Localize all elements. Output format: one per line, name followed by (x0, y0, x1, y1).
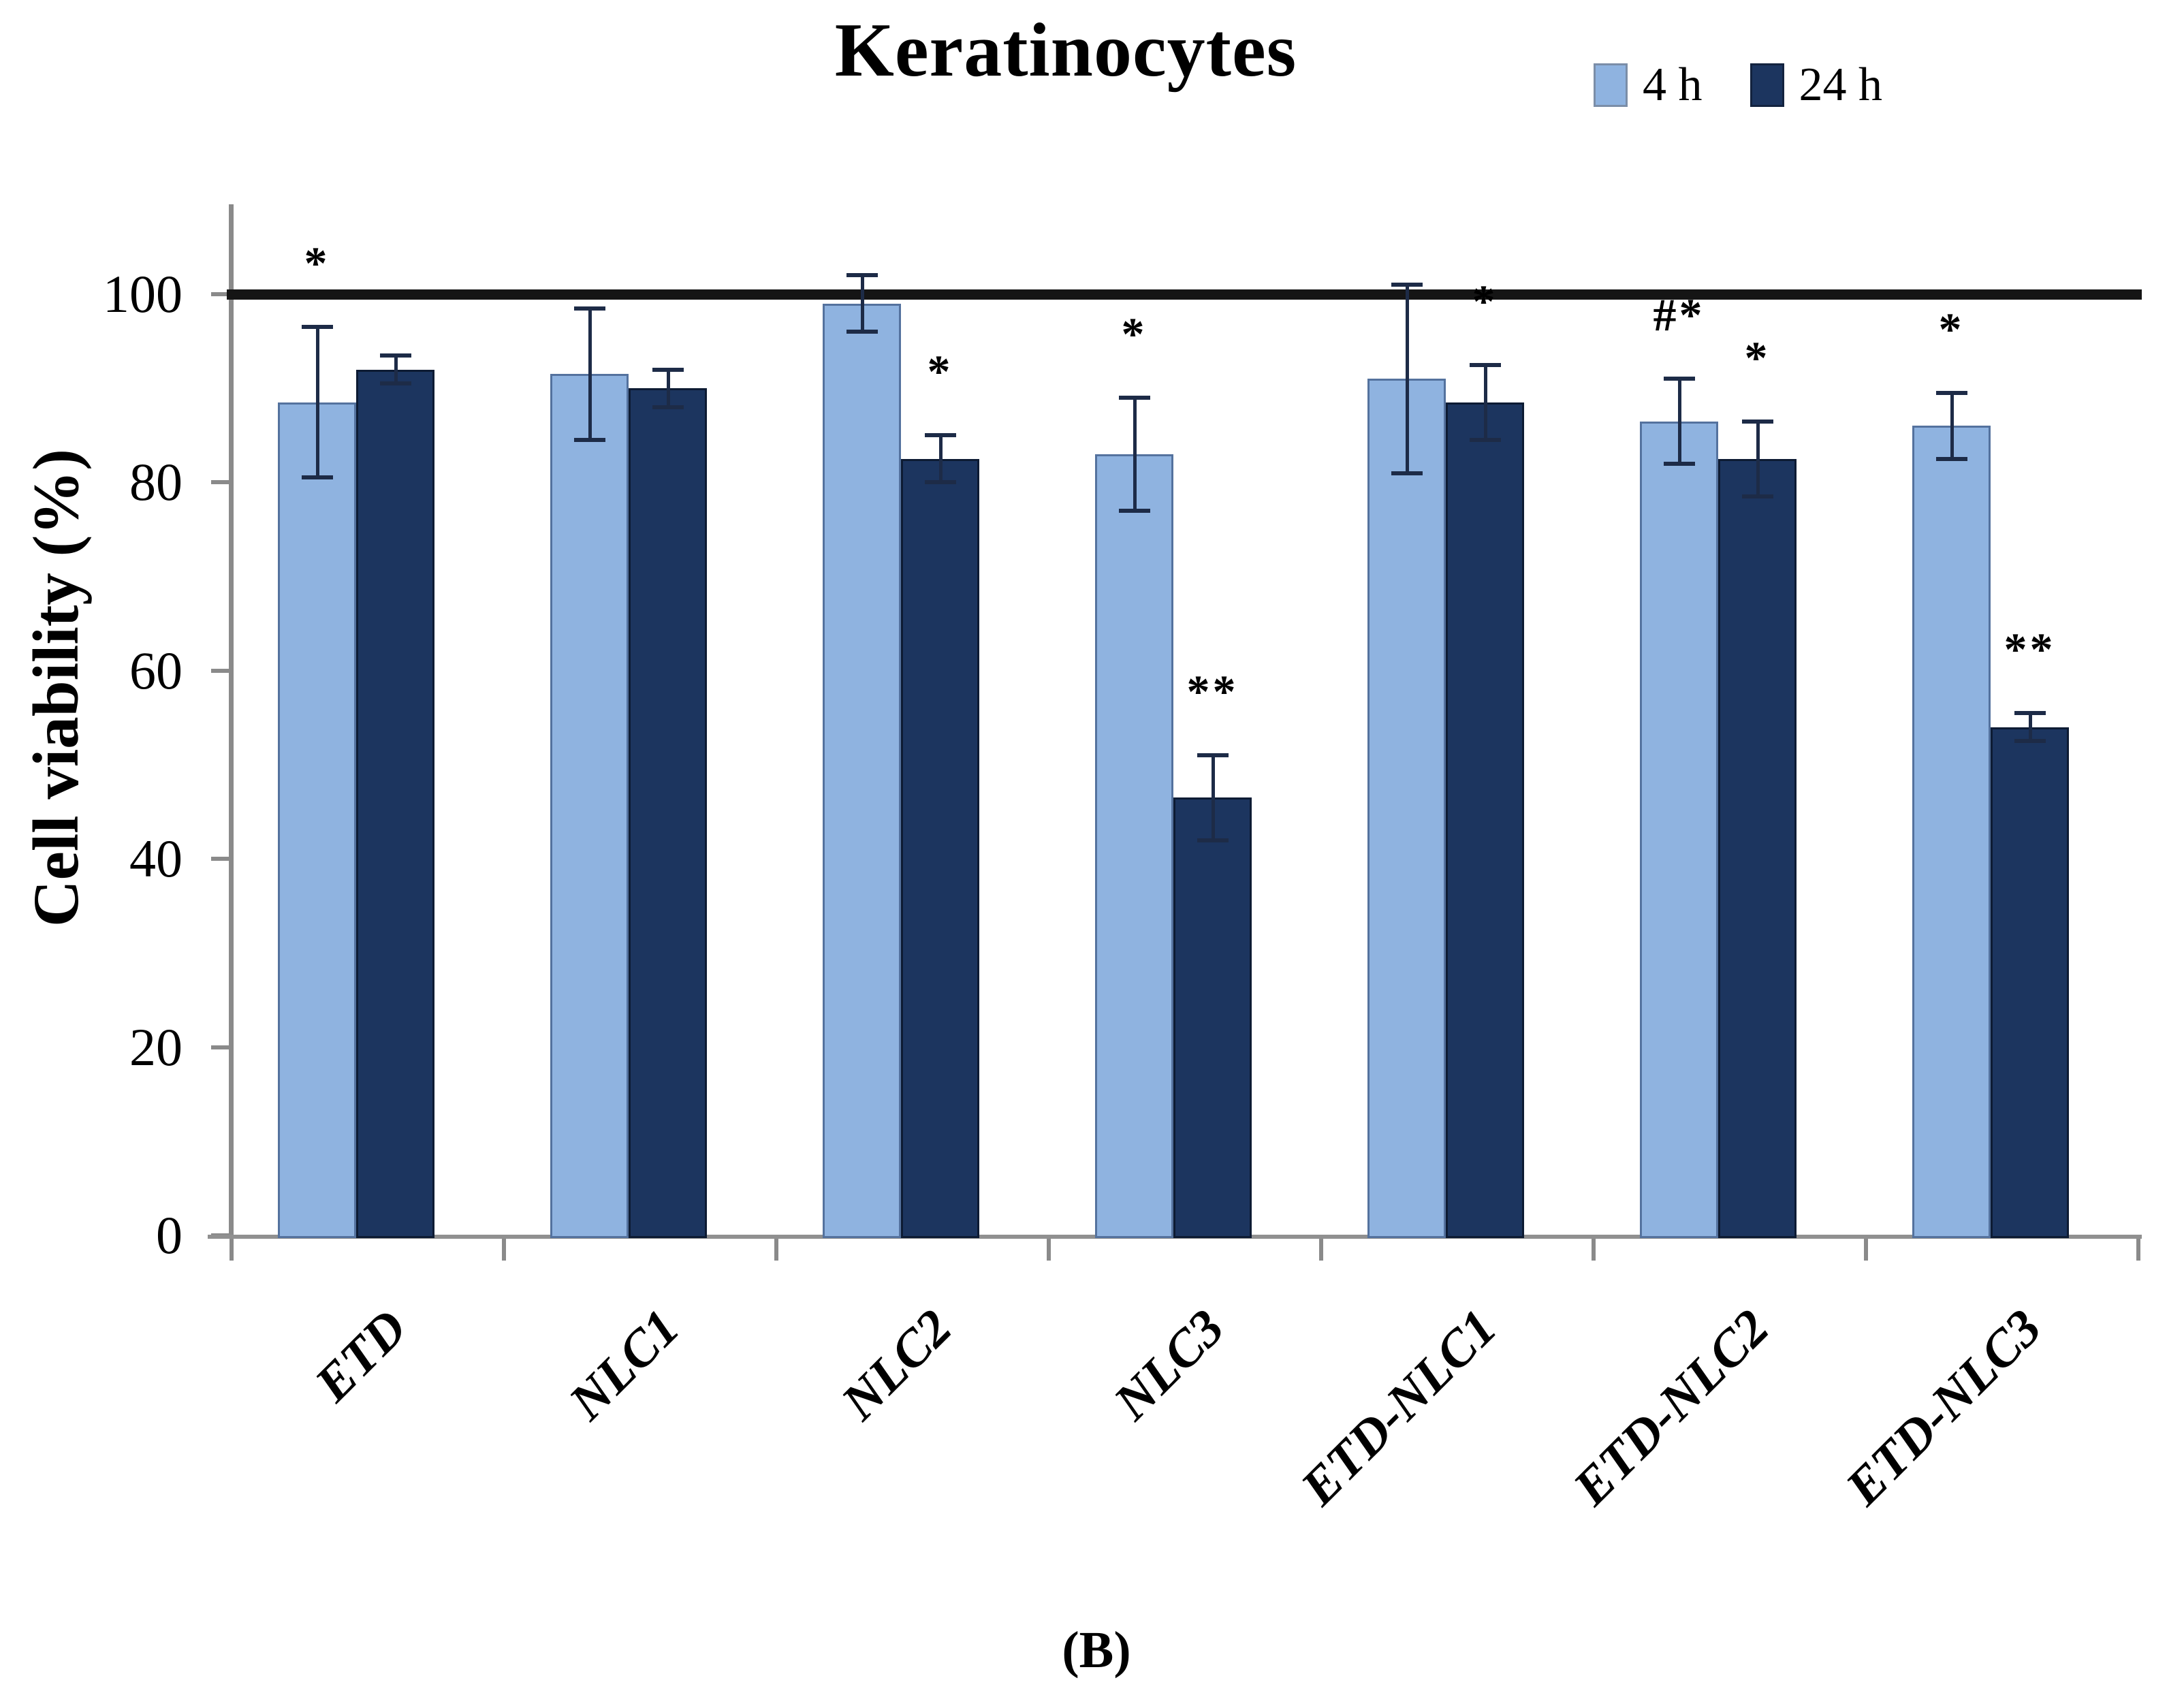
error-bar-NLC1-4h (588, 308, 592, 441)
x-tick-mark-4 (1319, 1239, 1323, 1261)
x-tick-mark-6 (1864, 1239, 1868, 1261)
legend-item-4h: 4 h (1594, 61, 1703, 109)
bar-NLC2-24h (901, 458, 979, 1238)
bar-NLC3-24h (1173, 797, 1252, 1238)
y-tick-label-20: 20 (129, 1017, 183, 1077)
error-cap-bottom (1197, 838, 1229, 842)
bar-ETD-24h (356, 369, 434, 1238)
error-cap-top (846, 273, 878, 278)
error-cap-top (1118, 396, 1150, 400)
panel-label: (B) (1062, 1622, 1131, 1679)
significance-NLC2-24h: * (927, 345, 953, 398)
error-cap-top (1197, 753, 1229, 758)
y-tick-label-40: 40 (129, 829, 183, 889)
error-bar-NLC2-4h (860, 275, 864, 332)
error-cap-top (379, 353, 411, 358)
bar-ETD-NLC3-24h (1991, 727, 2069, 1238)
significance-NLC3-24h: ** (1186, 665, 1239, 718)
legend-label-24h: 24 h (1799, 59, 1883, 111)
y-tick-mark-20 (211, 1045, 232, 1049)
error-bar-ETD-24h (394, 355, 398, 384)
error-bar-ETD-NLC3-24h (2028, 712, 2032, 742)
x-tick-mark-1 (502, 1239, 506, 1261)
y-tick-label-100: 100 (103, 264, 183, 323)
bar-NLC1-24h (629, 388, 707, 1238)
error-cap-bottom (652, 405, 684, 409)
significance-ETD-NLC3-4h: * (1938, 303, 1965, 355)
error-cap-bottom (301, 475, 333, 480)
y-tick-label-0: 0 (156, 1205, 183, 1265)
bar-ETD-NLC3-4h (1912, 426, 1991, 1238)
significance-ETD-NLC3-24h: ** (2004, 622, 2056, 675)
significance-ETD-NLC2-4h: #* (1653, 289, 1705, 341)
error-bar-ETD-NLC1-24h (1483, 364, 1487, 441)
y-tick-label-80: 80 (129, 452, 183, 512)
error-cap-bottom (379, 381, 411, 386)
error-cap-top (1741, 419, 1773, 424)
error-cap-bottom (1118, 508, 1150, 513)
error-bar-ETD-NLC2-4h (1677, 379, 1681, 464)
legend: 4 h 24 h (1594, 54, 1882, 116)
y-tick-mark-40 (211, 857, 232, 861)
bar-ETD-NLC1-4h (1367, 379, 1446, 1238)
bar-NLC3-4h (1095, 454, 1173, 1238)
bar-ETD-NLC1-24h (1446, 402, 1524, 1238)
bar-ETD-NLC2-24h (1718, 458, 1797, 1238)
legend-swatch-4h-icon (1594, 63, 1628, 107)
error-cap-bottom (1935, 456, 1967, 461)
bar-ETD-4h (278, 402, 356, 1238)
error-cap-top (652, 367, 684, 372)
significance-NLC3-4h: * (1121, 308, 1148, 360)
significance-ETD-NLC2-24h: * (1744, 331, 1771, 383)
error-bar-ETD-NLC3-4h (1950, 393, 1954, 459)
x-tick-mark-7 (2136, 1239, 2140, 1261)
error-bar-NLC2-24h (938, 435, 943, 483)
error-cap-bottom (1469, 438, 1501, 443)
error-cap-bottom (846, 330, 878, 334)
error-cap-bottom (1391, 471, 1423, 475)
error-cap-bottom (1663, 461, 1695, 466)
reference-line-100pct (227, 289, 2142, 300)
error-bar-NLC1-24h (666, 369, 670, 407)
error-cap-top (573, 306, 605, 311)
y-tick-mark-100 (211, 292, 232, 296)
error-cap-bottom (573, 438, 605, 443)
error-bar-ETD-NLC2-24h (1756, 421, 1760, 497)
x-tick-mark-2 (774, 1239, 778, 1261)
legend-item-24h: 24 h (1750, 59, 1883, 111)
legend-swatch-24h-icon (1750, 63, 1784, 107)
error-cap-top (924, 433, 956, 438)
bar-NLC2-4h (823, 303, 901, 1238)
error-bar-NLC3-24h (1211, 755, 1215, 840)
error-cap-top (1469, 362, 1501, 367)
x-tick-mark-3 (1047, 1239, 1051, 1261)
y-tick-mark-80 (211, 480, 232, 485)
y-tick-mark-60 (211, 668, 232, 673)
legend-label-4h: 4 h (1643, 59, 1703, 111)
chart-title: Keratinocytes (834, 8, 1297, 93)
error-bar-NLC3-4h (1133, 398, 1137, 511)
y-tick-label-60: 60 (129, 640, 183, 700)
error-cap-bottom (2014, 739, 2046, 744)
bar-ETD-NLC2-4h (1640, 421, 1718, 1238)
error-cap-bottom (924, 480, 956, 485)
x-tick-mark-0 (230, 1239, 234, 1261)
error-cap-top (1935, 391, 1967, 396)
bar-NLC1-4h (550, 374, 629, 1238)
y-axis-line (229, 204, 234, 1239)
significance-ETD-4h: * (304, 237, 330, 289)
significance-ETD-NLC1-24h: * (1472, 274, 1498, 327)
error-bar-ETD-NLC1-4h (1405, 285, 1409, 473)
error-cap-top (2014, 710, 2046, 715)
error-cap-top (1391, 283, 1423, 287)
x-tick-mark-5 (1592, 1239, 1596, 1261)
error-bar-ETD-4h (315, 327, 319, 478)
error-cap-top (301, 325, 333, 330)
error-cap-top (1663, 377, 1695, 381)
error-cap-bottom (1741, 494, 1773, 499)
